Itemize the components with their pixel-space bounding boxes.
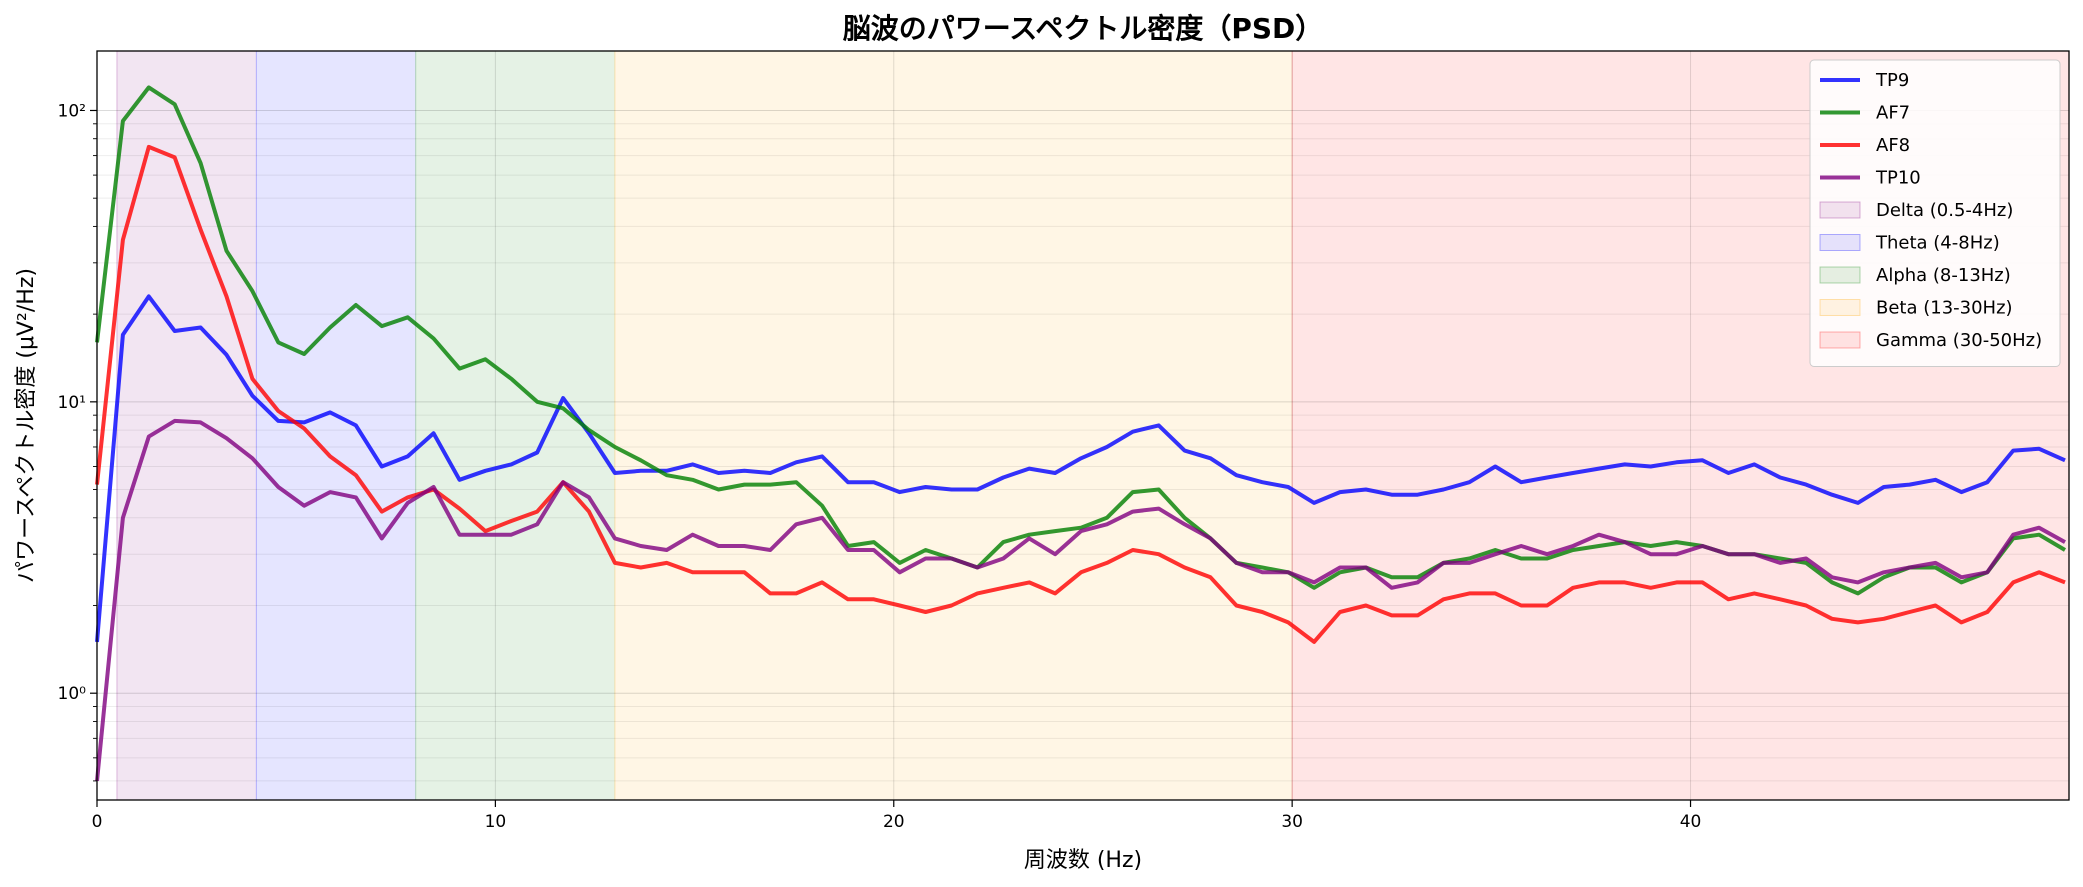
legend-box [1809,59,2061,367]
legend-swatch-band [1819,299,1861,316]
legend-swatch-band [1819,234,1861,251]
legend-label: Beta (13-30Hz) [1876,298,2013,319]
legend-label: AF8 [1876,135,1910,156]
legend-swatch-band [1819,201,1861,219]
x-tick-label: 40 [1680,812,1702,832]
band-delta [116,51,257,800]
frequency-bands [116,51,2069,800]
legend-label: TP9 [1875,70,1909,91]
plot-frame [96,50,2070,801]
series-line-tp9 [95,294,2066,643]
y-tick-label: 10² [58,101,86,121]
series-lines [95,85,2067,782]
legend-label: Theta (4-8Hz) [1875,233,2000,254]
legend-swatch-band [1819,331,1861,349]
legend-label: AF7 [1876,103,1910,124]
legend-label: Delta (0.5-4Hz) [1876,200,2013,221]
legend-swatch-band [1819,266,1861,284]
x-tick-label: 10 [485,812,507,832]
x-axis-label: 周波数 (Hz) [1024,848,1142,873]
y-tick-label: 10⁰ [58,684,87,704]
band-beta [614,51,1293,800]
x-tick-label: 0 [92,812,103,832]
x-tick-label: 20 [883,812,905,832]
y-axis-label: パワースペクトル密度 (μV²/Hz) [14,268,39,583]
band-theta [256,51,416,800]
chart-title: 脳波のパワースペクトル密度（PSD） [843,12,1324,45]
legend-label: TP10 [1875,168,1921,189]
y-tick-label: 10¹ [58,393,86,413]
legend-label: Gamma (30-50Hz) [1876,330,2042,351]
legend: TP9 AF7 AF8 TP10 Delta (0.5-4Hz) Theta (4-8Hz… [1809,59,2061,367]
axis-ticks: 0 10 20 30 40 10⁰ 10¹ 10² [58,101,1702,832]
series-line-tp10 [95,418,2066,782]
legend-label: Alpha (8-13Hz) [1876,265,2011,286]
x-tick-label: 30 [1281,812,1303,832]
